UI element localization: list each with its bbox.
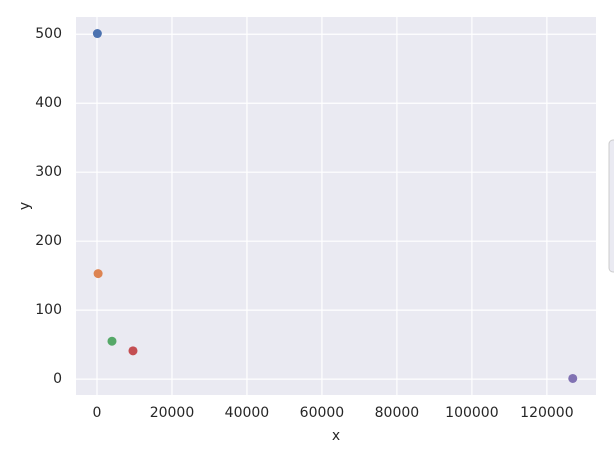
point — [568, 373, 578, 383]
y-tick-label: 500 — [35, 26, 62, 42]
point — [92, 29, 102, 39]
y-axis-label: y — [17, 202, 33, 210]
x-tick-label: 80000 — [375, 405, 420, 421]
x-tick-label: 0 — [93, 405, 102, 421]
x-tick-label: 100000 — [445, 405, 498, 421]
x-tick-label: 20000 — [150, 405, 195, 421]
point — [93, 269, 103, 279]
x-tick-label: 120000 — [520, 405, 573, 421]
x-tick-label: 40000 — [225, 405, 270, 421]
x-axis-label: x — [332, 428, 340, 444]
y-tick-label: 400 — [35, 95, 62, 111]
point — [128, 346, 138, 356]
y-tick-label: 0 — [53, 371, 62, 387]
x-tick-label: 60000 — [300, 405, 345, 421]
y-tick-label: 100 — [35, 302, 62, 318]
plot-area — [76, 17, 596, 395]
point — [107, 336, 117, 346]
y-tick-label: 300 — [35, 164, 62, 180]
y-tick-label: 200 — [35, 233, 62, 249]
legend-box — [608, 139, 614, 273]
